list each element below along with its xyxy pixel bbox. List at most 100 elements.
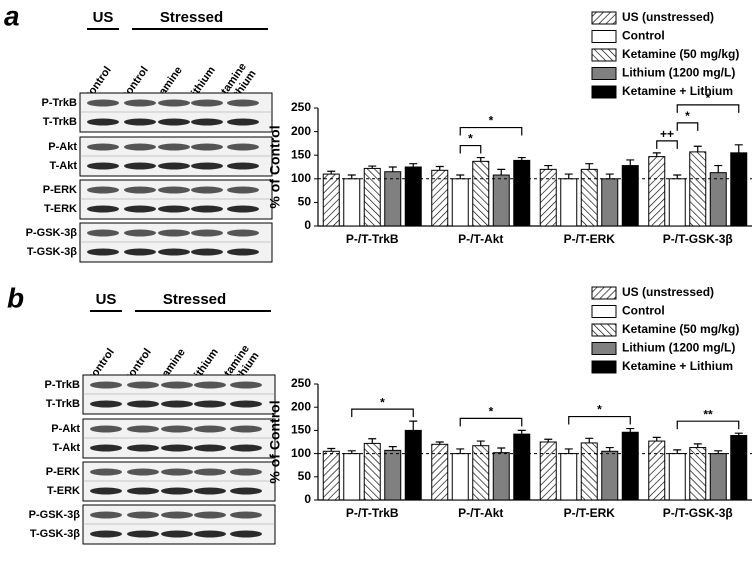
legend-swatch — [591, 323, 617, 337]
bar — [322, 450, 340, 501]
bar — [648, 440, 666, 501]
error-bar — [605, 173, 614, 179]
x-tick-label: P-/T-Akt — [458, 232, 503, 246]
legend-label: Lithium (1200 mg/L) — [622, 66, 735, 80]
blot-band — [227, 229, 259, 237]
blot-band — [191, 99, 223, 107]
blot-band — [161, 444, 193, 452]
blot-row-label: P-ERK — [43, 184, 77, 196]
x-tick-label: P-/T-ERK — [564, 232, 616, 246]
legend-swatch — [591, 360, 617, 374]
blot-box — [82, 374, 276, 415]
significance-label: * — [489, 405, 494, 419]
blot-row-label: P-TrkB — [45, 379, 81, 391]
blot-band — [230, 530, 262, 538]
error-bar — [517, 156, 526, 161]
legend-label: Ketamine + Lithium — [622, 359, 733, 373]
error-bar — [327, 447, 336, 452]
bar — [513, 433, 531, 501]
bar — [451, 178, 469, 227]
bar — [513, 159, 531, 227]
significance-label: * — [685, 109, 690, 123]
blot-band — [87, 205, 119, 213]
error-bar — [564, 173, 573, 179]
blot-box — [79, 92, 273, 133]
error-bar — [693, 145, 702, 152]
blot-band — [158, 118, 190, 126]
bar — [343, 178, 361, 227]
blot-box — [79, 222, 273, 263]
error-bar — [368, 165, 377, 169]
legend-label: Ketamine + Lithium — [622, 84, 733, 98]
x-tick-label: P-/T-GSK-3β — [663, 232, 733, 246]
x-tick-label: P-/T-Akt — [458, 506, 503, 520]
blot-band — [227, 248, 259, 256]
blot-band — [87, 162, 119, 170]
blot-row-label: T-Akt — [50, 160, 78, 172]
significance-label: * — [597, 403, 602, 417]
blot-band — [194, 400, 226, 408]
blot-row-label: P-GSK-3β — [29, 509, 81, 521]
y-tick-label: 50 — [298, 469, 312, 483]
blot-band — [161, 468, 193, 476]
blot-band — [227, 118, 259, 126]
bar — [621, 165, 639, 227]
error-bar — [388, 446, 397, 451]
error-bar — [734, 144, 743, 153]
error-bar — [497, 447, 506, 453]
bar — [492, 174, 510, 227]
blot-band — [161, 530, 193, 538]
y-tick-label: 250 — [291, 376, 311, 390]
blot-box — [82, 418, 276, 459]
bar — [668, 178, 686, 227]
blot-band — [127, 425, 159, 433]
blot-band — [227, 162, 259, 170]
bar — [689, 447, 707, 501]
significance-label: * — [380, 395, 385, 409]
error-bar — [626, 159, 635, 166]
blot-band — [127, 468, 159, 476]
legend-swatch — [591, 286, 617, 300]
error-bar — [673, 174, 682, 179]
blot-row-label: P-TrkB — [42, 97, 78, 109]
blot-band — [124, 205, 156, 213]
significance-bracket — [459, 126, 523, 136]
blot-band — [230, 425, 262, 433]
significance-bracket — [676, 122, 699, 131]
x-tick-label: P-/T-TrkB — [346, 232, 399, 246]
error-bar — [714, 164, 723, 173]
bar — [709, 172, 727, 227]
bar — [560, 178, 578, 227]
panel-letter: b — [7, 282, 24, 313]
blot-band — [161, 487, 193, 495]
error-bar — [517, 429, 526, 435]
blot-band — [124, 118, 156, 126]
error-bar — [435, 165, 444, 171]
blot-band — [191, 162, 223, 170]
significance-label: * — [468, 132, 473, 146]
group-label: Stressed — [160, 9, 223, 26]
blot-box — [79, 179, 273, 220]
bar — [601, 450, 619, 501]
blot-band — [227, 99, 259, 107]
y-axis-label: % of Control — [267, 125, 283, 208]
blot-row-label: T-GSK-3β — [27, 246, 77, 258]
legend-label: Control — [622, 304, 665, 318]
blot-band — [90, 400, 122, 408]
blot-band — [158, 229, 190, 237]
error-bar — [605, 446, 614, 452]
bar — [580, 442, 598, 501]
y-tick-label: 150 — [291, 423, 311, 437]
error-bar — [585, 437, 594, 443]
blot-band — [191, 205, 223, 213]
error-bar — [626, 427, 635, 433]
blot-band — [158, 248, 190, 256]
blot-band — [161, 511, 193, 519]
blot-band — [158, 162, 190, 170]
blot-band — [87, 186, 119, 194]
bar — [472, 160, 490, 227]
blot-band — [194, 468, 226, 476]
error-bar — [327, 170, 336, 175]
blot-band — [90, 381, 122, 389]
group-label: US — [96, 291, 117, 308]
